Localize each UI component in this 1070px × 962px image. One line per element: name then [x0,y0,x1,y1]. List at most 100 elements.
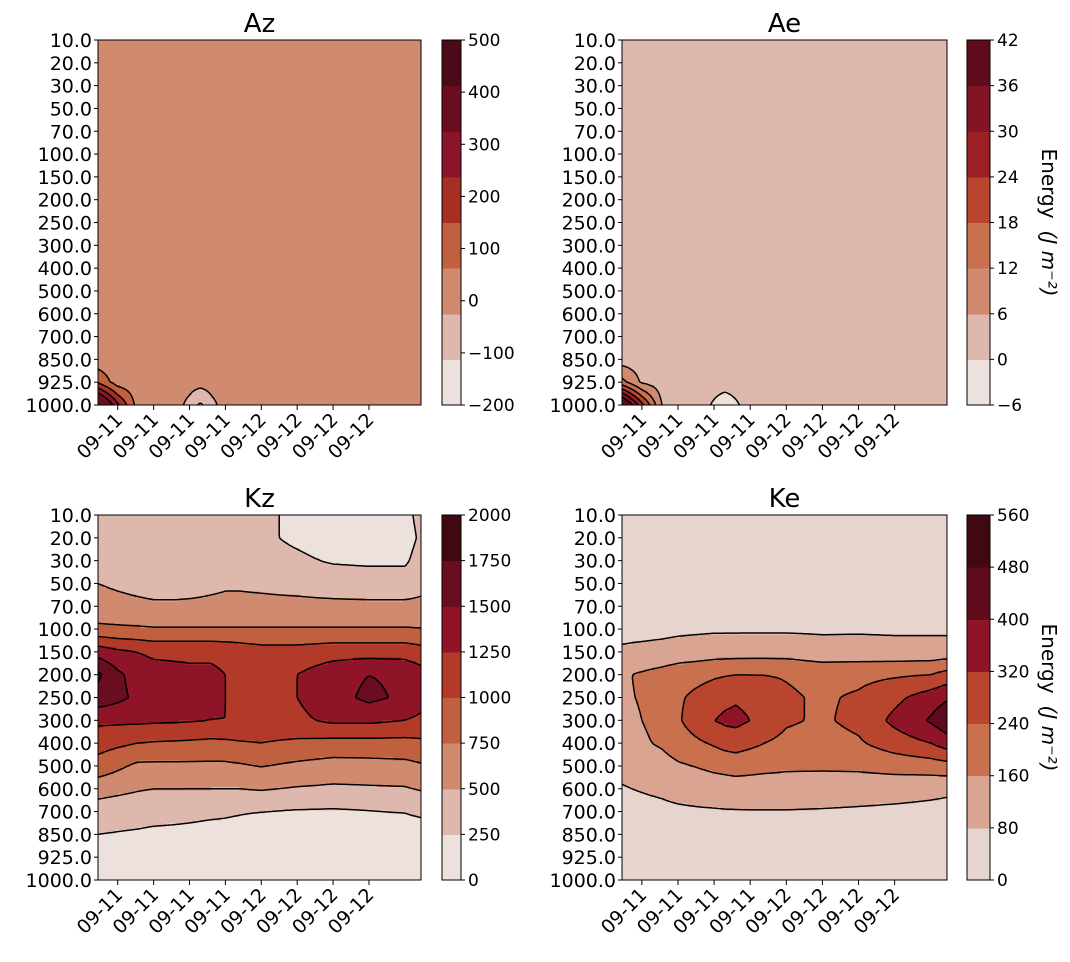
colorbar-tick-label: 36 [997,77,1019,97]
y-tick-label: 925.0 [562,372,616,394]
y-tick-label: 10.0 [50,30,92,52]
y-tick-label: 500.0 [562,756,616,778]
y-tick-label: 10.0 [574,505,616,527]
colorbar-segment [442,359,461,405]
panel-az: Az10.020.030.050.070.0100.0150.0200.0250… [26,9,515,464]
colorbar-tick-label: 200 [468,187,500,207]
colorbar-tick-label: 100 [468,240,500,260]
y-tick-label: 600.0 [38,779,92,801]
colorbar-tick-label: 1750 [468,552,511,572]
y-tick-label: 250.0 [38,213,92,235]
y-tick-label: 700.0 [38,802,92,824]
y-tick-label: 50.0 [50,98,92,120]
colorbar-label-units: (J m⁻²) [1037,231,1061,297]
y-tick-label: 50.0 [50,573,92,595]
colorbar-tick-label: 1000 [468,689,511,709]
y-tick-label: 20.0 [574,528,616,550]
y-tick-label: 850.0 [562,349,616,371]
y-tick-label: 70.0 [50,596,92,618]
colorbar-tick-label: 6 [997,305,1008,325]
colorbar-segment [967,40,990,86]
y-tick-label: 150.0 [562,167,616,189]
chart-title: Ae [768,9,801,39]
colorbar-segment [967,86,990,132]
y-tick-label: 50.0 [574,98,616,120]
colorbar-tick-label: −100 [468,344,515,364]
y-tick-label: 200.0 [38,665,92,687]
y-tick-label: 70.0 [574,121,616,143]
colorbar-segment [442,606,461,652]
colorbar-segment [442,515,461,561]
contour-fill [98,515,422,881]
colorbar-tick-label: 500 [468,780,500,800]
y-tick-label: 20.0 [50,528,92,550]
y-tick-label: 400.0 [562,258,616,280]
y-tick-label: 250.0 [562,213,616,235]
y-tick-label: 100.0 [562,144,616,166]
y-tick-label: 850.0 [562,824,616,846]
y-tick-label: 250.0 [38,688,92,710]
colorbar-segment [442,834,461,880]
colorbar-segment [967,671,990,724]
y-tick-label: 600.0 [38,304,92,326]
colorbar-segment [442,561,461,607]
y-tick-label: 1000.0 [550,870,616,892]
y-tick-label: 300.0 [562,710,616,732]
y-tick-label: 1000.0 [26,395,92,417]
contour-fill [98,40,422,406]
colorbar-tick-label: −6 [997,396,1022,416]
y-tick-label: 850.0 [38,349,92,371]
colorbar-segment [442,268,461,314]
colorbar-segment [967,619,990,672]
colorbar-tick-label: 0 [997,350,1008,370]
colorbar-tick-label: 12 [997,259,1019,279]
y-tick-label: 10.0 [50,505,92,527]
colorbar-segment [967,515,990,568]
y-tick-label: 1000.0 [26,870,92,892]
y-tick-label: 600.0 [562,304,616,326]
y-tick-label: 300.0 [562,235,616,257]
contour-fill [622,40,948,406]
colorbar-segment [442,314,461,360]
y-tick-label: 200.0 [562,190,616,212]
panel-ae: Ae10.020.030.050.070.0100.0150.0200.0250… [550,9,1061,464]
colorbar-tick-label: −200 [468,396,515,416]
colorbar-segment [442,652,461,698]
y-tick-label: 500.0 [38,281,92,303]
chart-title: Kz [244,484,275,514]
y-tick-label: 20.0 [50,53,92,75]
colorbar-tick-label: 80 [997,819,1019,839]
colorbar-tick-label: 1500 [468,597,511,617]
colorbar-segment [967,131,990,177]
y-tick-label: 150.0 [38,167,92,189]
y-tick-label: 400.0 [562,733,616,755]
colorbar-tick-label: 480 [997,558,1029,578]
y-tick-label: 150.0 [562,642,616,664]
y-tick-label: 30.0 [50,76,92,98]
y-tick-label: 50.0 [574,573,616,595]
colorbar-segment [967,776,990,829]
y-tick-label: 200.0 [38,190,92,212]
colorbar-tick-label: 400 [468,83,500,103]
y-tick-label: 925.0 [38,847,92,869]
y-tick-label: 70.0 [50,121,92,143]
colorbar-label-units: (J m⁻²) [1037,706,1061,772]
colorbar-tick-label: 42 [997,31,1019,51]
colorbar-segment [967,314,990,360]
colorbar-segment [967,268,990,314]
colorbar-tick-label: 500 [468,31,500,51]
colorbar-segment [967,567,990,620]
colorbar-tick-label: 560 [997,506,1029,526]
colorbar-tick-label: 250 [468,825,500,845]
y-tick-label: 925.0 [562,847,616,869]
colorbar-segment [442,131,461,177]
colorbar-tick-label: 0 [468,292,479,312]
colorbar-segment [442,223,461,269]
panel-ke: Ke10.020.030.050.070.0100.0150.0200.0250… [550,484,1061,939]
panel-kz: Kz10.020.030.050.070.0100.0150.0200.0250… [26,484,512,939]
colorbar-tick-label: 320 [997,662,1029,682]
colorbar-segment [442,698,461,744]
colorbar-tick-label: 24 [997,168,1019,188]
